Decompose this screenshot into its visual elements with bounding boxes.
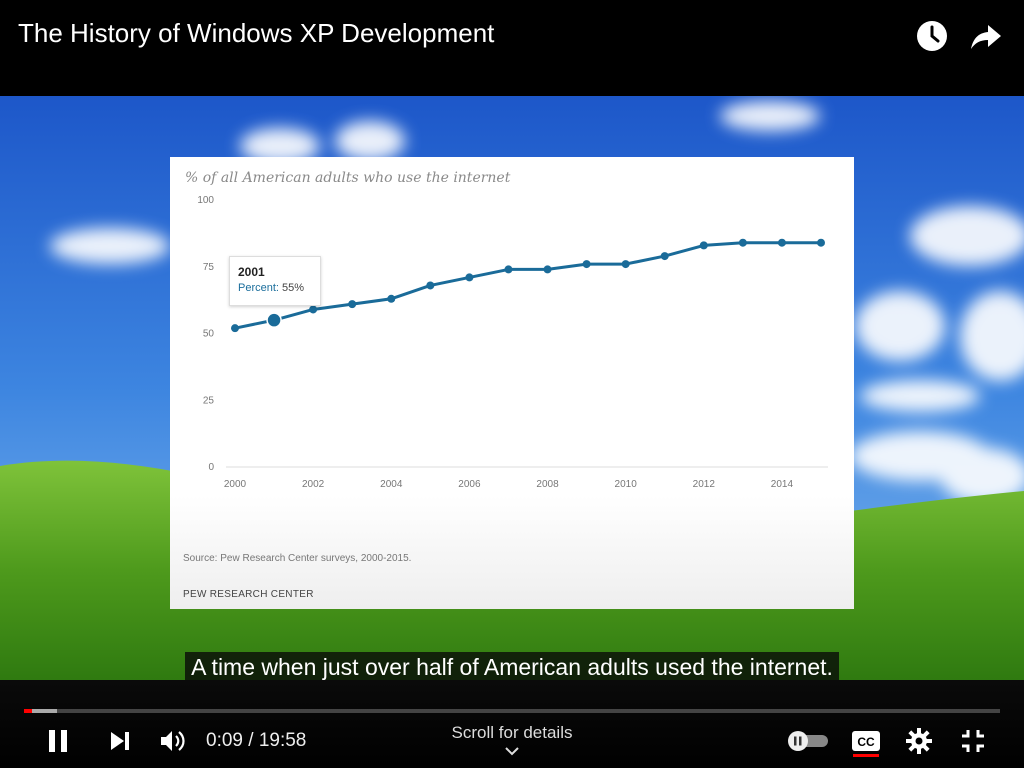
data-point [660,252,669,261]
x-tick-label: 2014 [771,479,794,490]
y-tick-label: 50 [203,329,215,340]
x-tick-label: 2012 [693,479,716,490]
highlighted-data-point [266,312,282,328]
data-point [309,305,318,314]
tooltip-label: Percent: [238,282,279,294]
x-tick-label: 2002 [302,479,325,490]
data-point [426,281,435,290]
tooltip-year: 2001 [238,265,265,279]
chart-tooltip: 2001 Percent: 55% [229,256,321,306]
chart-brand: PEW RESEARCH CENTER [183,589,314,600]
progress-buffer [24,709,58,713]
x-tick-label: 2010 [615,479,638,490]
volume-icon[interactable] [159,729,187,753]
y-tick-label: 100 [197,195,214,206]
data-point [543,265,552,274]
data-point [582,260,591,269]
player-controls: 0:09 / 19:58 Scroll for details CC [0,680,1024,768]
data-point [738,238,747,247]
chevron-down-icon[interactable] [504,746,520,756]
chart-source: Source: Pew Research Center surveys, 200… [183,553,412,564]
data-point [348,300,357,309]
time-display: 0:09 / 19:58 [206,730,307,751]
subtitles-active-indicator [853,754,879,757]
y-tick-label: 25 [203,395,215,406]
x-tick-label: 2008 [536,479,559,490]
caption-container: A time when just over half of American a… [0,652,1024,683]
data-point [465,273,474,282]
y-tick-label: 0 [208,462,214,473]
subtitles-icon[interactable]: CC [851,730,881,752]
tooltip-value: Percent: 55% [238,282,304,294]
next-icon[interactable] [108,730,132,752]
data-point [387,294,396,303]
data-point [621,260,630,269]
tooltip-percent: 55% [282,282,305,294]
chart-slide: % of all American adults who use the int… [170,157,854,609]
x-tick-label: 2004 [380,479,403,490]
pause-icon[interactable] [46,728,72,754]
data-point [504,265,513,274]
series-line [234,241,821,330]
chart-title: % of all American adults who use the int… [185,170,511,186]
progress-bar[interactable] [24,709,1000,713]
title-bar: The History of Windows XP Development [0,0,1024,96]
data-point [817,238,825,247]
scroll-for-details[interactable]: Scroll for details [451,723,573,742]
autoplay-toggle-icon[interactable] [786,730,830,752]
progress-played [24,709,32,713]
caption-text: A time when just over half of American a… [185,652,839,683]
video-title[interactable]: The History of Windows XP Development [18,18,495,48]
data-point [699,241,708,250]
y-tick-label: 75 [203,262,215,273]
share-icon[interactable] [970,20,1002,52]
data-point [231,324,239,333]
x-tick-label: 2000 [224,479,247,490]
x-tick-label: 2006 [458,479,481,490]
svg-text:CC: CC [857,735,875,749]
exit-fullscreen-icon[interactable] [960,728,986,754]
data-point [777,238,786,247]
watch-later-icon[interactable] [916,20,948,52]
line-chart: 0 25 50 75 100 2000 2002 2004 2006 2008 2010 2012 20… [197,195,828,490]
settings-icon[interactable] [906,728,932,754]
